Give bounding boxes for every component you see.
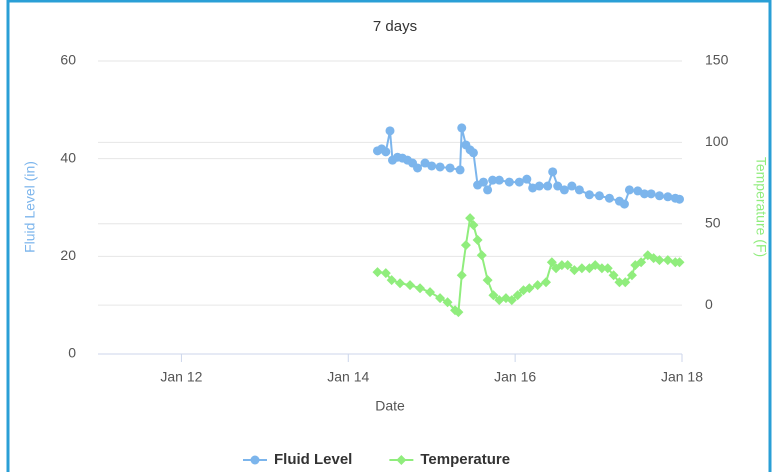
point (453, 307, 464, 318)
y-tick-label: 0 (68, 345, 76, 361)
point (567, 181, 577, 191)
point (646, 189, 656, 199)
point (674, 194, 684, 204)
legend-marker (250, 455, 260, 465)
point (604, 193, 614, 203)
point (674, 257, 685, 268)
point (639, 189, 649, 199)
y-tick-label: 60 (60, 52, 76, 68)
point (478, 177, 488, 187)
y2-tick-label: 0 (705, 296, 713, 312)
point (532, 280, 543, 291)
point (425, 287, 436, 298)
point (594, 191, 604, 201)
point (663, 192, 673, 202)
frame (6, 0, 772, 472)
point (514, 177, 524, 187)
point (522, 174, 532, 184)
point (445, 163, 455, 173)
point (614, 277, 625, 288)
y-axis-label: Fluid Level (in) (22, 161, 38, 253)
point (546, 257, 557, 268)
point (476, 250, 487, 261)
point (624, 185, 634, 195)
point (488, 175, 498, 185)
point (543, 181, 553, 191)
x-tick-label: Jan 12 (160, 369, 202, 385)
point (465, 213, 476, 224)
point (504, 177, 514, 187)
point (619, 199, 629, 209)
point (553, 181, 563, 191)
point (494, 175, 504, 185)
point (662, 255, 673, 266)
point (541, 277, 552, 288)
point (596, 263, 607, 274)
point (608, 270, 619, 281)
point (548, 167, 558, 177)
x-tick-label: Jan 14 (327, 369, 369, 385)
y-tick-label: 20 (60, 247, 76, 263)
point (512, 290, 523, 301)
legend-label: Temperature (420, 451, 510, 468)
point (483, 185, 493, 195)
point (456, 270, 467, 281)
point (395, 278, 406, 289)
x-tick-label: Jan 16 (494, 369, 536, 385)
y2-axis-label: Temperature (F) (753, 157, 769, 257)
point (584, 190, 594, 200)
point (569, 265, 580, 276)
point (380, 268, 391, 279)
point (562, 260, 573, 271)
point (457, 123, 467, 133)
point (385, 126, 395, 136)
point (602, 263, 613, 274)
point (574, 185, 584, 195)
point (460, 240, 471, 251)
point (472, 235, 483, 246)
point (488, 290, 499, 301)
x-axis-label: Date (375, 398, 405, 414)
point (386, 275, 397, 286)
point (468, 148, 478, 158)
legend-marker (396, 455, 407, 465)
point (405, 280, 416, 291)
point (654, 191, 664, 201)
point (524, 283, 535, 294)
point (482, 275, 493, 286)
x-tick-label: Jan 18 (661, 369, 703, 385)
point (534, 181, 544, 191)
point (620, 277, 631, 288)
point (455, 165, 465, 175)
chart-title: 7 days (373, 18, 417, 35)
point (556, 260, 567, 271)
y2-tick-label: 50 (705, 214, 721, 230)
point (654, 255, 665, 266)
point (381, 147, 391, 157)
point (506, 295, 517, 306)
point (435, 293, 446, 304)
point (435, 162, 445, 172)
point (427, 161, 437, 171)
y2-tick-label: 150 (705, 52, 729, 68)
point (442, 297, 453, 308)
legend-label: Fluid Level (274, 451, 352, 468)
y-tick-label: 40 (60, 149, 76, 165)
point (576, 263, 587, 274)
point (415, 283, 426, 294)
point (413, 163, 423, 173)
point (626, 270, 637, 281)
point (559, 185, 569, 195)
y2-tick-label: 100 (705, 133, 729, 149)
point (468, 220, 479, 231)
point (636, 257, 647, 268)
point (372, 267, 383, 278)
